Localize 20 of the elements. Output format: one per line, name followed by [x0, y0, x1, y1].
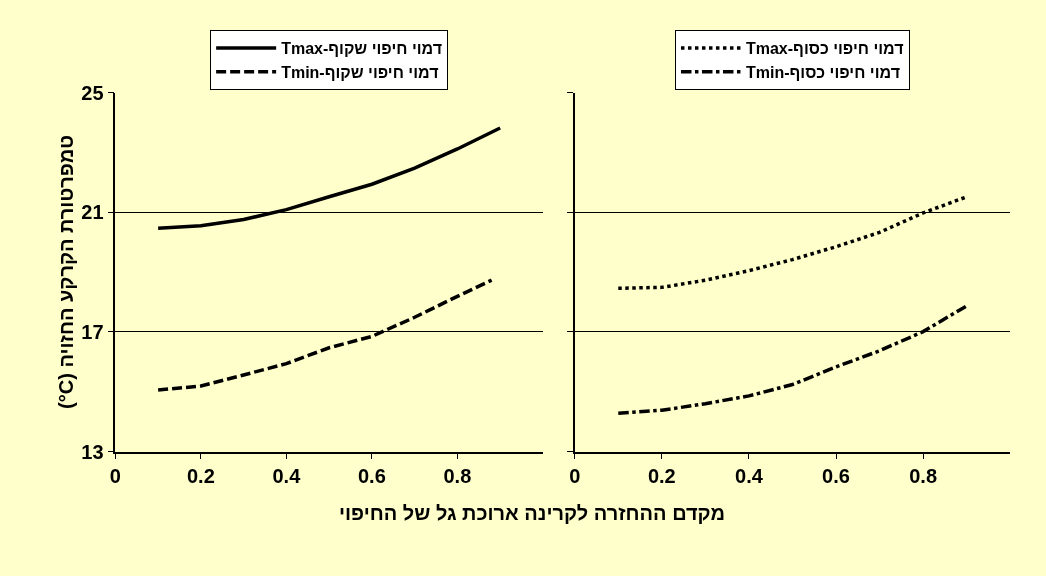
x-tick-label: 0.6 — [822, 465, 850, 488]
x-tick-label: 0 — [109, 465, 121, 488]
y-tick-label: 25 — [81, 81, 104, 104]
x-tick-label: 0.4 — [735, 465, 764, 488]
x-tick-label: 0.2 — [186, 465, 215, 488]
y-tick-label: 17 — [81, 320, 104, 343]
legend-label: דמוי חיפוי שקוף-Tmin — [281, 63, 439, 81]
y-tick-label: 13 — [81, 440, 104, 463]
legend-label: דמוי חיפוי כסוף-Tmin — [745, 63, 900, 81]
x-tick-label: 0.8 — [443, 465, 472, 488]
x-axis-title: מקדם ההחזרה לקרינה ארוכת גל של החיפוי — [339, 502, 726, 524]
x-tick-label: 0.8 — [909, 465, 938, 488]
x-tick-label: 0.2 — [647, 465, 676, 488]
legend-label: דמוי חיפוי כסוף-Tmax — [745, 40, 904, 58]
y-tick-label: 21 — [81, 201, 104, 224]
legend-label: דמוי חיפוי שקוף-Tmax — [281, 40, 443, 58]
x-tick-label: 0.4 — [272, 465, 302, 488]
x-tick-label: 0 — [569, 465, 581, 488]
x-tick-label: 0.6 — [357, 465, 386, 488]
y-axis-title: טמפרטורת הקרקע החזויה (°C) — [54, 135, 77, 409]
